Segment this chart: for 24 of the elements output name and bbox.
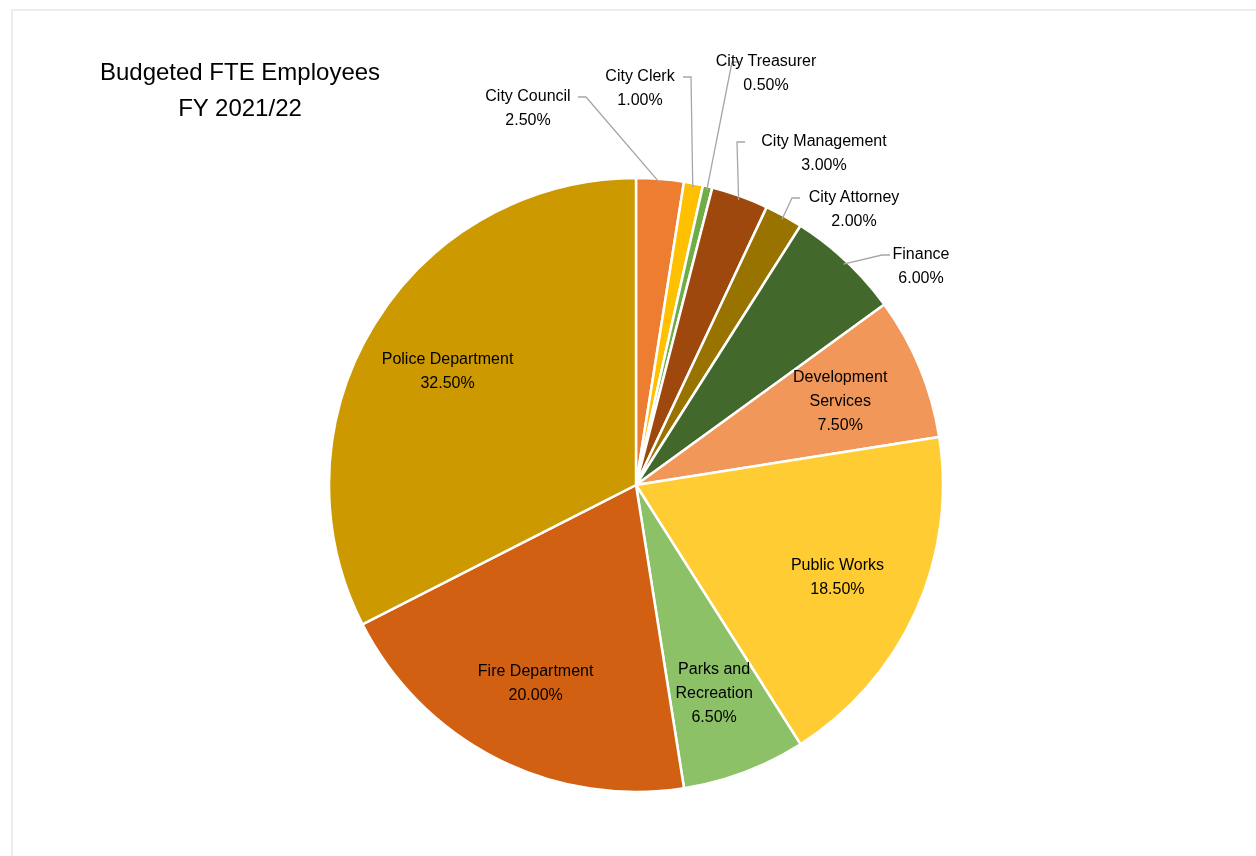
slice-label: City Clerk (605, 67, 676, 84)
slice-label: Development Services (793, 368, 888, 410)
data-label: 6.50% (691, 707, 737, 725)
text: FY 2021/22 (178, 94, 302, 121)
data-label: 3.00% (801, 156, 847, 173)
data-label: 18.50% (810, 579, 865, 597)
slice-label: Public Works (790, 555, 884, 573)
slice-label: City Council (485, 87, 571, 104)
data-label: 20.00% (508, 685, 563, 703)
slice-label: City Attorney (808, 188, 900, 205)
slice-label: City Management (761, 132, 888, 149)
data-label: 2.00% (831, 212, 877, 229)
data-label: 0.50% (743, 76, 789, 93)
data-label: 32.50% (420, 373, 475, 391)
slice-label: Parks and Recreation (675, 659, 753, 701)
chart-title: Budgeted FTE Employees (99, 58, 381, 85)
data-label: 7.50% (817, 416, 863, 434)
data-label: 6.00% (898, 269, 944, 286)
data-label: 2.50% (505, 111, 551, 128)
data-label: 1.00% (617, 91, 663, 108)
slice-label: Fire Department (477, 661, 594, 679)
slice-label: Finance (892, 245, 950, 262)
slice-label: City Treasurer (715, 52, 817, 69)
slice-label: Police Department (381, 349, 514, 367)
